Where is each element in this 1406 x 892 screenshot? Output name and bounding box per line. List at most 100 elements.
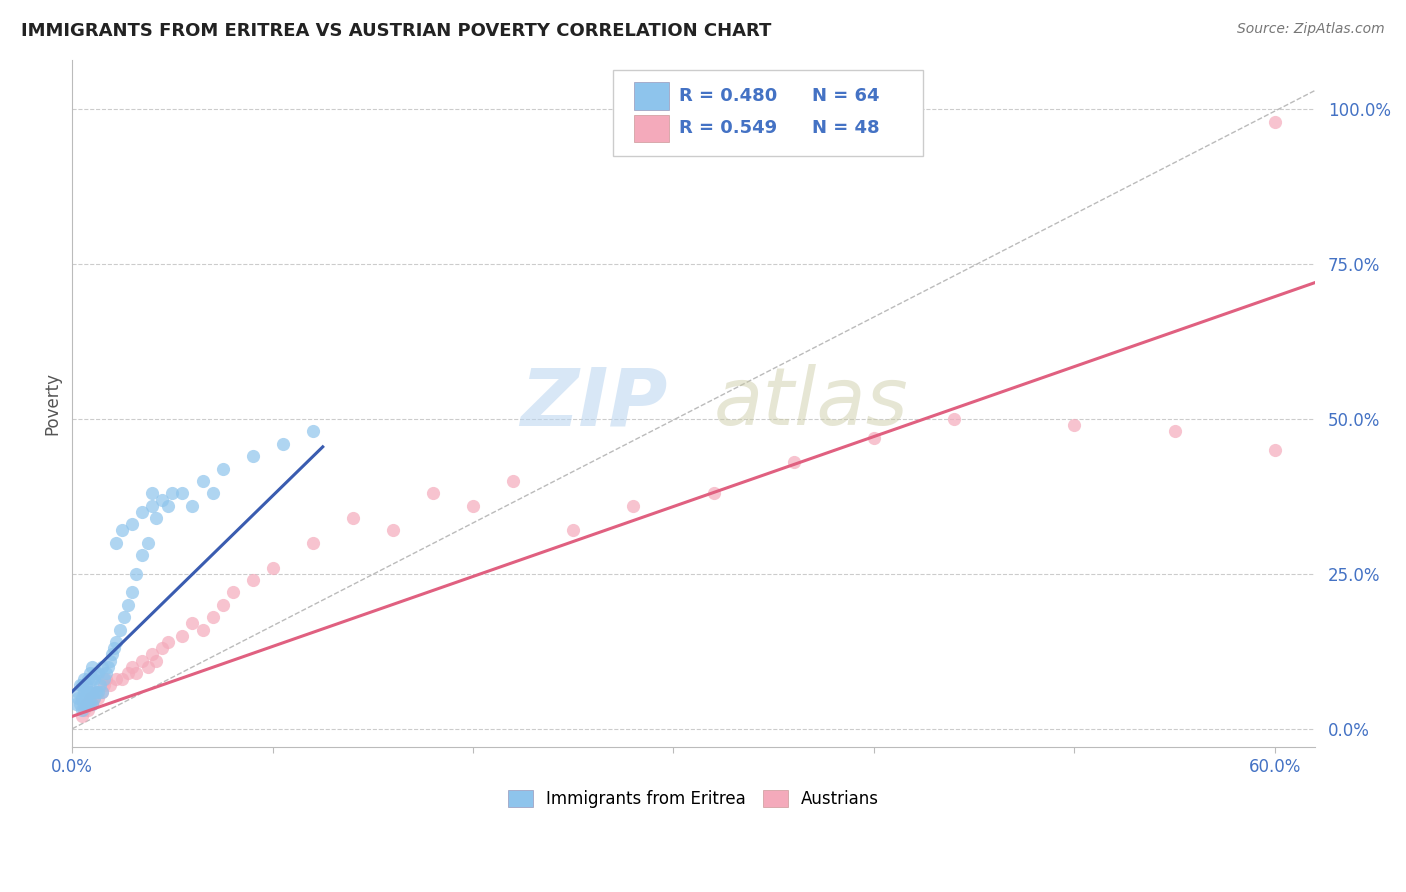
Point bbox=[162, 486, 184, 500]
Point bbox=[82, 660, 104, 674]
Point bbox=[110, 623, 132, 637]
Point bbox=[1264, 114, 1286, 128]
Point bbox=[131, 548, 153, 562]
Point bbox=[201, 486, 224, 500]
Point bbox=[111, 524, 134, 538]
Point bbox=[79, 665, 101, 680]
Bar bbox=[634, 82, 669, 110]
Point bbox=[152, 641, 174, 656]
Point bbox=[201, 610, 224, 624]
Bar bbox=[634, 114, 669, 142]
Point bbox=[75, 697, 97, 711]
Point bbox=[72, 709, 94, 723]
Point bbox=[117, 598, 139, 612]
Point bbox=[67, 690, 90, 705]
Point bbox=[73, 697, 96, 711]
Point bbox=[83, 672, 105, 686]
Point bbox=[73, 703, 96, 717]
Point bbox=[82, 672, 104, 686]
Point bbox=[77, 684, 100, 698]
Point bbox=[703, 486, 725, 500]
Point bbox=[131, 654, 153, 668]
Point bbox=[221, 585, 243, 599]
FancyBboxPatch shape bbox=[613, 70, 924, 156]
Point bbox=[77, 672, 100, 686]
Point bbox=[105, 635, 128, 649]
Point bbox=[77, 703, 100, 717]
Point bbox=[82, 684, 104, 698]
Point bbox=[65, 697, 87, 711]
Point bbox=[121, 585, 143, 599]
Point bbox=[77, 697, 100, 711]
Point bbox=[422, 486, 444, 500]
Point bbox=[75, 678, 97, 692]
Point bbox=[67, 684, 90, 698]
Point bbox=[1163, 425, 1185, 439]
Point bbox=[87, 665, 110, 680]
Point bbox=[87, 690, 110, 705]
Point bbox=[242, 449, 264, 463]
Text: IMMIGRANTS FROM ERITREA VS AUSTRIAN POVERTY CORRELATION CHART: IMMIGRANTS FROM ERITREA VS AUSTRIAN POVE… bbox=[21, 22, 772, 40]
Point bbox=[502, 474, 524, 488]
Point bbox=[91, 660, 114, 674]
Point bbox=[75, 697, 97, 711]
Point bbox=[87, 684, 110, 698]
Point bbox=[96, 672, 118, 686]
Point bbox=[72, 690, 94, 705]
Point bbox=[152, 492, 174, 507]
Point bbox=[141, 486, 163, 500]
Point bbox=[73, 684, 96, 698]
Point bbox=[172, 629, 194, 643]
Point bbox=[145, 511, 167, 525]
Point bbox=[157, 499, 180, 513]
Y-axis label: Poverty: Poverty bbox=[44, 372, 60, 435]
Point bbox=[73, 672, 96, 686]
Legend: Immigrants from Eritrea, Austrians: Immigrants from Eritrea, Austrians bbox=[502, 783, 886, 814]
Point bbox=[101, 648, 124, 662]
Point bbox=[121, 660, 143, 674]
Point bbox=[145, 654, 167, 668]
Point bbox=[211, 461, 233, 475]
Point bbox=[89, 678, 111, 692]
Point bbox=[82, 697, 104, 711]
Point bbox=[191, 474, 214, 488]
Point bbox=[211, 598, 233, 612]
Point bbox=[69, 678, 91, 692]
Text: R = 0.480: R = 0.480 bbox=[679, 87, 778, 105]
Point bbox=[103, 641, 125, 656]
Point bbox=[79, 684, 101, 698]
Point bbox=[98, 654, 121, 668]
Point bbox=[138, 660, 160, 674]
Point bbox=[342, 511, 364, 525]
Point bbox=[105, 536, 128, 550]
Point bbox=[121, 517, 143, 532]
Point bbox=[82, 697, 104, 711]
Point bbox=[141, 648, 163, 662]
Point bbox=[79, 690, 101, 705]
Point bbox=[83, 690, 105, 705]
Point bbox=[93, 672, 115, 686]
Point bbox=[621, 499, 644, 513]
Text: atlas: atlas bbox=[714, 365, 908, 442]
Point bbox=[191, 623, 214, 637]
Point bbox=[84, 684, 107, 698]
Point bbox=[72, 678, 94, 692]
Point bbox=[863, 431, 886, 445]
Point bbox=[181, 616, 204, 631]
Point bbox=[84, 665, 107, 680]
Point bbox=[301, 536, 323, 550]
Point bbox=[91, 684, 114, 698]
Point bbox=[84, 684, 107, 698]
Point bbox=[72, 703, 94, 717]
Point bbox=[562, 524, 585, 538]
Point bbox=[1063, 418, 1085, 433]
Text: N = 48: N = 48 bbox=[811, 120, 879, 137]
Point bbox=[111, 672, 134, 686]
Point bbox=[783, 455, 806, 469]
Point bbox=[943, 412, 966, 426]
Point bbox=[125, 566, 148, 581]
Point bbox=[181, 499, 204, 513]
Point bbox=[131, 505, 153, 519]
Point bbox=[105, 672, 128, 686]
Point bbox=[69, 697, 91, 711]
